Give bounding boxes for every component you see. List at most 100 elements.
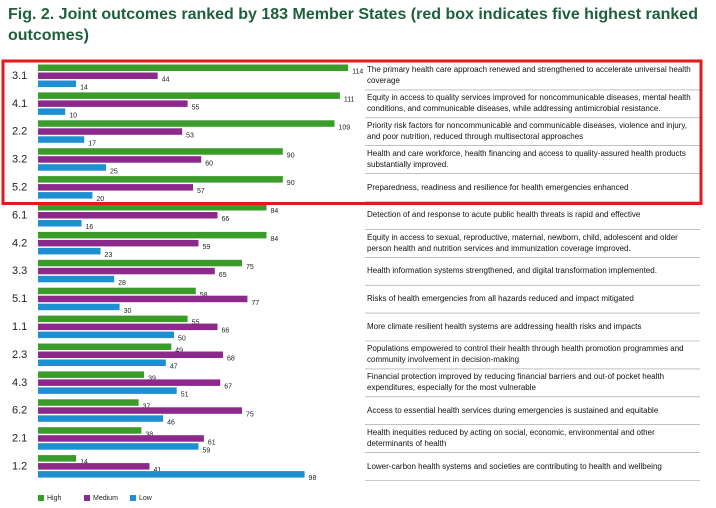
bar [38, 351, 223, 358]
value-label: 47 [170, 364, 178, 371]
value-label: 60 [205, 160, 213, 167]
value-label: 44 [162, 77, 170, 84]
outcome-description: Lower-carbon health systems and societie… [367, 461, 662, 471]
value-label: 67 [224, 383, 232, 390]
bar [38, 443, 199, 450]
outcome-description: Populations empowered to control their h… [367, 344, 684, 365]
outcome-code: 4.1 [12, 98, 27, 110]
value-label: 59 [202, 447, 210, 454]
bar [38, 455, 77, 462]
bar [38, 231, 267, 239]
bar [38, 315, 188, 323]
value-label: 46 [167, 419, 175, 426]
value-label: 10 [69, 112, 77, 119]
outcome-code: 4.2 [12, 237, 27, 249]
legend-swatch [130, 495, 136, 501]
outcome-description: Risks of health emergencies from all haz… [367, 294, 634, 304]
value-label: 14 [80, 459, 88, 466]
outcome-code: 1.2 [12, 460, 27, 472]
legend-label: Medium [93, 495, 118, 502]
bar [38, 387, 177, 394]
bar [38, 471, 305, 478]
bar [38, 64, 349, 71]
description-box: Access to essential health services duri… [367, 405, 659, 415]
bar [38, 72, 158, 79]
outcome-code: 4.3 [12, 377, 27, 389]
outcome-code: 6.1 [12, 209, 27, 221]
description-box: Equity in access to quality services imp… [367, 93, 691, 114]
value-label: 57 [197, 188, 205, 195]
outcome-code: 3.1 [12, 70, 27, 82]
bar [38, 371, 145, 378]
bar [38, 303, 120, 311]
value-label: 66 [222, 328, 230, 335]
value-label: 14 [80, 85, 88, 92]
value-label: 28 [118, 280, 126, 287]
value-label: 50 [178, 336, 186, 343]
outcome-description: Detection of and response to acute publi… [367, 210, 641, 220]
outcome-description: Preparedness, readiness and resilience f… [367, 182, 629, 192]
outcome-description: Access to essential health services duri… [367, 405, 659, 415]
outcome-description: Financial protection improved by reducin… [367, 372, 665, 393]
bar [38, 343, 172, 350]
description-box: Preparedness, readiness and resilience f… [367, 182, 629, 192]
description-box: Detection of and response to acute publi… [367, 210, 641, 220]
description-box: Risks of health emergencies from all haz… [367, 294, 634, 304]
bar [38, 120, 335, 127]
bar [38, 331, 174, 339]
value-label: 55 [192, 104, 200, 111]
description-box: Financial protection improved by reducin… [367, 372, 665, 393]
outcome-description: Equity in access to quality services imp… [367, 93, 691, 114]
bar [38, 379, 221, 386]
value-label: 23 [105, 252, 113, 259]
bar [38, 407, 242, 414]
value-label: 65 [219, 272, 227, 279]
bar [38, 184, 194, 191]
chart-title: Fig. 2. Joint outcomes ranked by 183 Mem… [8, 6, 698, 44]
description-box: Equity in access to sexual, reproductive… [367, 232, 678, 253]
description-box: The primary health care approach renewed… [367, 65, 691, 86]
value-label: 49 [175, 348, 183, 355]
legend-label: Low [139, 495, 153, 502]
bar [38, 204, 267, 211]
outcome-code: 2.2 [12, 126, 27, 138]
legend-swatch [84, 495, 90, 501]
outcome-code: 2.1 [12, 433, 27, 445]
value-label: 20 [96, 196, 104, 203]
outcome-description: The primary health care approach renewed… [367, 65, 691, 86]
legend-label: High [47, 495, 62, 502]
value-label: 61 [208, 439, 216, 446]
outcome-code: 5.2 [12, 181, 27, 193]
value-label: 17 [88, 140, 96, 147]
outcome-description: More climate resilient health systems ar… [367, 322, 642, 332]
outcome-description: Equity in access to sexual, reproductive… [367, 232, 678, 253]
bar [38, 275, 115, 283]
bar [38, 463, 150, 470]
highlight-box [1, 59, 703, 205]
value-label: 66 [222, 216, 230, 223]
outcome-code: 3.3 [12, 265, 27, 277]
bar [38, 435, 204, 442]
value-label: 25 [110, 168, 118, 175]
outcome-code: 5.1 [12, 293, 27, 305]
bar [38, 247, 101, 255]
value-label: 58 [200, 292, 208, 299]
outcome-code: 1.1 [12, 321, 27, 333]
bar [38, 287, 196, 295]
value-label: 30 [124, 308, 132, 315]
value-label: 90 [287, 152, 295, 159]
bar [38, 295, 248, 303]
bar [38, 415, 164, 422]
value-label: 84 [270, 236, 278, 243]
value-label: 59 [202, 244, 210, 251]
value-label: 55 [192, 320, 200, 327]
value-label: 51 [181, 391, 189, 398]
bar [38, 399, 139, 406]
outcome-code: 3.2 [12, 154, 27, 166]
value-label: 41 [154, 467, 162, 474]
outcome-code: 6.2 [12, 405, 27, 417]
outcome-description: Health and care workforce, health financ… [367, 149, 686, 170]
description-box: Health and care workforce, health financ… [367, 149, 686, 170]
bar [38, 427, 142, 434]
